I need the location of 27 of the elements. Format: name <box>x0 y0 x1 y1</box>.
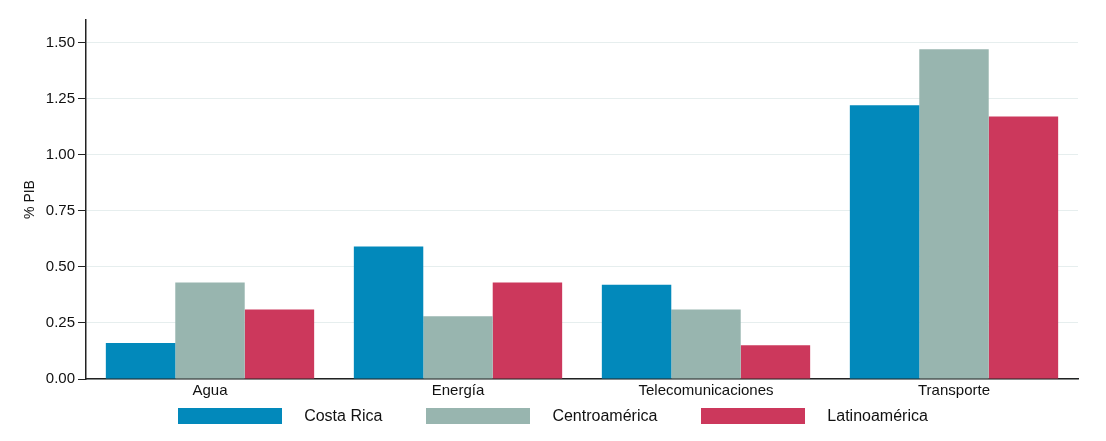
y-tick-label: 1.50 <box>45 32 75 50</box>
bar <box>423 316 493 379</box>
bar <box>492 282 563 379</box>
y-tick-label: 0.25 <box>45 313 75 331</box>
bar <box>671 309 741 379</box>
text: Latinoamérica <box>827 407 928 425</box>
series-label: Costa Rica <box>304 407 383 425</box>
bar <box>849 105 920 379</box>
bar <box>601 284 672 379</box>
y-tick-label: 1.25 <box>45 88 75 106</box>
bar <box>105 343 176 379</box>
x-tick-label: Telecomunicaciones <box>638 381 774 399</box>
y-tick-label: 1.00 <box>45 144 75 162</box>
series-label: Centroamérica <box>552 407 658 425</box>
y-tick-label: 0.00 <box>45 369 75 387</box>
bar <box>244 309 315 379</box>
bar <box>919 49 989 379</box>
y-tick-label: 0.50 <box>45 256 75 274</box>
y-tick-label: 0.75 <box>45 200 75 218</box>
x-tick-label: Energía <box>431 381 485 399</box>
x-tick-label: Agua <box>192 381 229 399</box>
bar <box>988 116 1059 379</box>
bar <box>175 282 245 379</box>
bar <box>353 246 424 379</box>
bar <box>740 345 811 379</box>
x-tick-label: Transporte <box>918 381 990 399</box>
y-axis-title: % PIB <box>21 180 38 219</box>
